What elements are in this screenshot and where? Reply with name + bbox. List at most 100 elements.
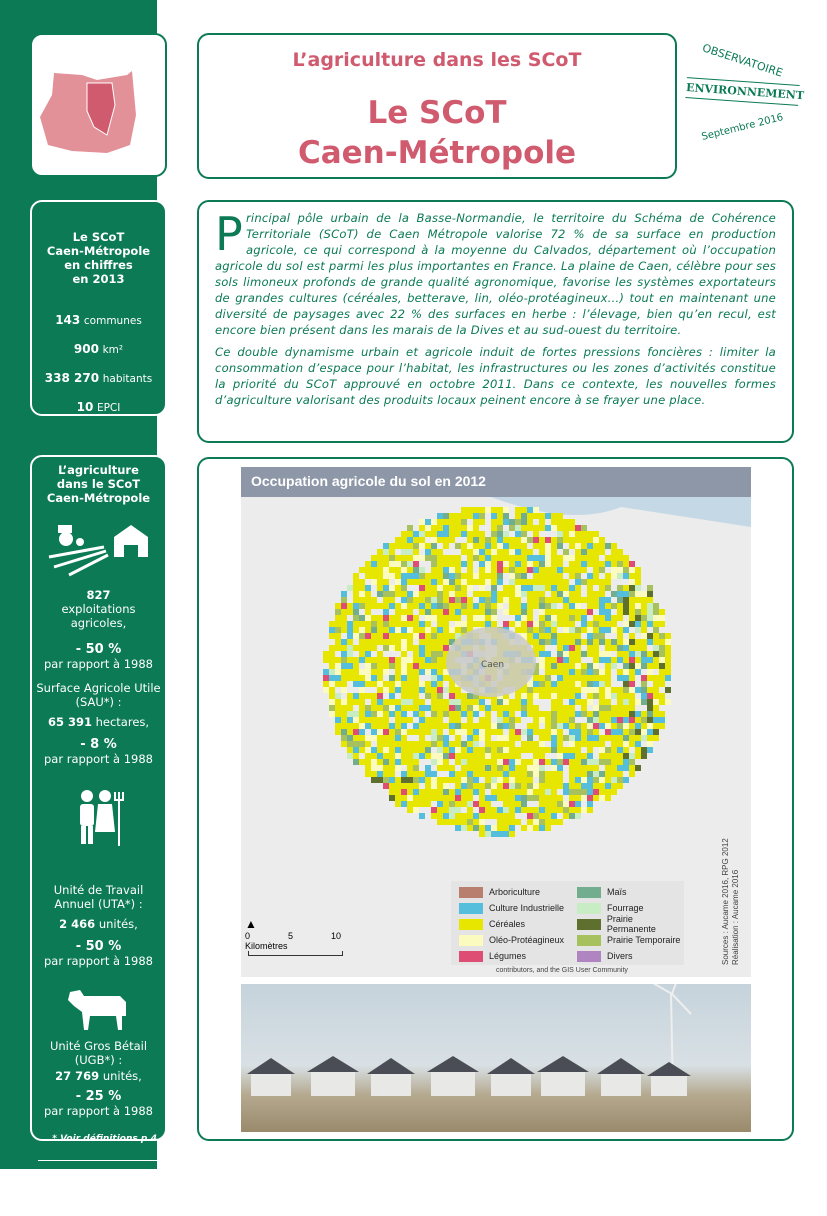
map-parcel: [533, 693, 539, 699]
map-parcel: [377, 753, 383, 759]
map-parcel: [545, 633, 551, 639]
map-parcel: [491, 507, 497, 513]
map-parcel: [635, 669, 641, 675]
map-parcel: [485, 795, 491, 801]
map-parcel: [431, 693, 437, 699]
map-parcel: [443, 741, 449, 747]
map-parcel: [575, 807, 581, 813]
map-parcel: [605, 657, 611, 663]
map-parcel: [365, 735, 371, 741]
map-parcel: [551, 555, 557, 561]
map-parcel: [599, 705, 605, 711]
map-parcel: [545, 675, 551, 681]
map-parcel: [443, 633, 449, 639]
map-parcel: [473, 507, 479, 513]
map-parcel: [587, 603, 593, 609]
map-parcel: [593, 669, 599, 675]
map-parcel: [323, 651, 329, 657]
map-parcel: [557, 681, 563, 687]
map-parcel: [599, 723, 605, 729]
map-parcel: [593, 531, 599, 537]
map-parcel: [539, 627, 545, 633]
map-parcel: [425, 525, 431, 531]
map-parcel: [431, 567, 437, 573]
map-parcel: [431, 687, 437, 693]
map-parcel: [383, 783, 389, 789]
map-parcel: [473, 783, 479, 789]
map-parcel: [407, 633, 413, 639]
map-parcel: [389, 543, 395, 549]
map-parcel: [587, 795, 593, 801]
map-parcel: [479, 603, 485, 609]
map-parcel: [413, 741, 419, 747]
map-parcel: [407, 591, 413, 597]
map-parcel: [539, 579, 545, 585]
map-parcel: [467, 705, 473, 711]
map-parcel: [449, 705, 455, 711]
map-parcel: [509, 561, 515, 567]
map-parcel: [539, 711, 545, 717]
map-parcel: [593, 549, 599, 555]
map-parcel: [341, 675, 347, 681]
stat-item: 900 km²: [32, 335, 165, 364]
map-parcel: [623, 711, 629, 717]
map-parcel: [443, 813, 449, 819]
map-parcel: [485, 747, 491, 753]
map-parcel: [437, 765, 443, 771]
map-parcel: [335, 675, 341, 681]
map-parcel: [461, 573, 467, 579]
map-parcel: [401, 729, 407, 735]
map-parcel: [599, 681, 605, 687]
map-parcel: [611, 741, 617, 747]
map-parcel: [509, 813, 515, 819]
scot-location-icon: [40, 71, 136, 153]
map-parcel: [593, 663, 599, 669]
map-parcel: [365, 561, 371, 567]
map-parcel: [377, 723, 383, 729]
map-parcel: [557, 711, 563, 717]
map-parcel: [527, 735, 533, 741]
map-parcel: [641, 753, 647, 759]
map-parcel: [605, 771, 611, 777]
map-parcel: [557, 693, 563, 699]
map-parcel: [461, 549, 467, 555]
map-parcel: [449, 699, 455, 705]
map-parcel: [407, 705, 413, 711]
map-parcel: [515, 759, 521, 765]
map-parcel: [455, 615, 461, 621]
map-parcel: [515, 765, 521, 771]
map-parcel: [467, 765, 473, 771]
map-parcel: [419, 633, 425, 639]
map-parcel: [353, 597, 359, 603]
map-parcel: [449, 633, 455, 639]
map-parcel: [551, 711, 557, 717]
map-parcel: [401, 597, 407, 603]
map-parcel: [371, 759, 377, 765]
map-parcel: [395, 759, 401, 765]
title-line: L’agriculture: [58, 463, 139, 477]
map-parcel: [365, 615, 371, 621]
map-parcel: [401, 759, 407, 765]
map-parcel: [365, 627, 371, 633]
map-parcel: [389, 675, 395, 681]
map-parcel: [659, 717, 665, 723]
map-parcel: [581, 753, 587, 759]
map-parcel: [473, 813, 479, 819]
map-parcel: [437, 699, 443, 705]
map-parcel: [395, 687, 401, 693]
map-parcel: [653, 687, 659, 693]
map-parcel: [575, 549, 581, 555]
map-parcel: [635, 735, 641, 741]
map-parcel: [533, 711, 539, 717]
map-parcel: [521, 801, 527, 807]
map-parcel: [629, 603, 635, 609]
map-parcel: [359, 717, 365, 723]
map-parcel: [515, 531, 521, 537]
map-parcel: [407, 777, 413, 783]
map-parcel: [629, 591, 635, 597]
map-parcel: [425, 615, 431, 621]
map-parcel: [443, 609, 449, 615]
map-parcel: [359, 711, 365, 717]
map-parcel: [647, 687, 653, 693]
map-parcel: [395, 579, 401, 585]
